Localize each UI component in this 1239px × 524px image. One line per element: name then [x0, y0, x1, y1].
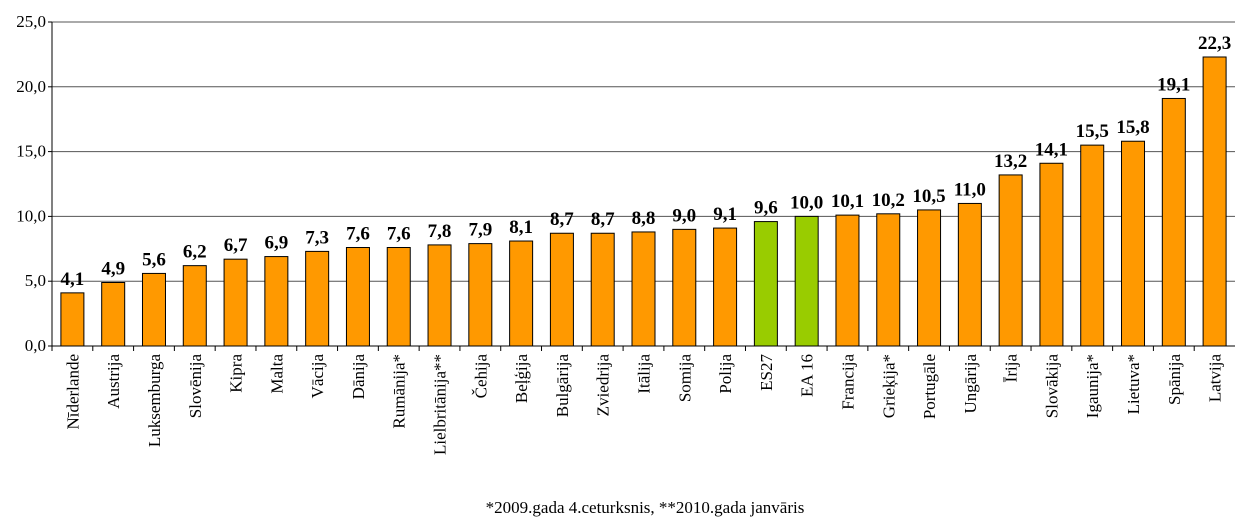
bar — [60, 292, 85, 347]
bar — [590, 232, 615, 347]
value-label: 10,5 — [912, 186, 945, 207]
value-label: 6,2 — [183, 242, 207, 263]
x-tick-label: Somija — [675, 354, 694, 403]
bar — [1121, 140, 1146, 347]
value-label: 8,1 — [509, 217, 533, 238]
value-label: 11,0 — [954, 179, 986, 200]
value-label: 5,6 — [142, 249, 166, 270]
bar — [631, 231, 656, 347]
value-label: 7,8 — [428, 221, 452, 242]
x-tick-label: ES27 — [757, 354, 776, 391]
bar — [672, 228, 697, 347]
x-tick-label: Portugāle — [920, 354, 939, 419]
x-tick-label: Kipra — [227, 354, 246, 393]
x-tick-label: Čehija — [471, 354, 490, 399]
x-tick-label: Slovākija — [1042, 354, 1061, 419]
value-label: 13,2 — [994, 151, 1027, 172]
value-label: 9,6 — [754, 198, 778, 219]
bar — [998, 174, 1023, 347]
value-label: 9,1 — [713, 204, 737, 225]
x-tick-label: Luksemburga — [145, 354, 164, 448]
x-tick-label: Igaunija* — [1083, 354, 1102, 418]
value-label: 10,2 — [872, 190, 905, 211]
x-tick-label: Latvija — [1206, 354, 1225, 403]
bar — [223, 258, 248, 347]
bar — [141, 272, 166, 347]
bar — [835, 214, 860, 347]
bar — [345, 247, 370, 347]
bar — [427, 244, 452, 347]
x-tick-label: Grieķija* — [879, 354, 898, 418]
value-label: 8,8 — [632, 208, 656, 229]
value-label: 6,9 — [264, 233, 288, 254]
value-label: 7,9 — [468, 220, 492, 241]
footnote: *2009.gada 4.ceturksnis, **2010.gada jan… — [486, 498, 805, 517]
x-tick-label: Bulgārija — [553, 354, 572, 418]
x-tick-label: Vācija — [308, 354, 327, 399]
bar — [753, 221, 778, 347]
bar — [549, 232, 574, 347]
value-label: 7,6 — [387, 224, 411, 245]
value-label: 14,1 — [1035, 139, 1068, 160]
value-label: 9,0 — [672, 205, 696, 226]
x-tick-label: Spānija — [1165, 354, 1184, 405]
x-tick-label: Lielbritānija** — [431, 354, 450, 455]
value-label: 6,7 — [224, 235, 248, 256]
value-label: 7,3 — [305, 227, 329, 248]
value-label: 10,0 — [790, 192, 823, 213]
x-tick-label: Slovēnija — [186, 354, 205, 419]
value-label: 19,1 — [1157, 74, 1190, 95]
x-tick-label: Nīderlande — [63, 354, 82, 430]
value-label: 8,7 — [550, 209, 574, 230]
x-tick-label: Rumānija* — [390, 354, 409, 429]
x-tick-label: Beļģija — [512, 354, 531, 404]
x-tick-label: Īrija — [1002, 354, 1021, 383]
bar — [386, 247, 411, 347]
value-label: 22,3 — [1198, 33, 1231, 54]
x-tick-label: Ungārija — [961, 354, 980, 414]
x-tick-label: Lietuva* — [1124, 354, 1143, 414]
y-tick-label: 5,0 — [25, 271, 46, 290]
bar — [917, 209, 942, 347]
value-label: 7,6 — [346, 224, 370, 245]
bar — [957, 202, 982, 347]
bar — [509, 240, 534, 347]
value-label: 4,1 — [61, 269, 85, 290]
bar — [468, 243, 493, 347]
x-tick-label: Austrija — [104, 354, 123, 409]
y-tick-label: 0,0 — [25, 336, 46, 355]
bar — [1202, 56, 1227, 347]
y-tick-label: 15,0 — [16, 142, 46, 161]
bar — [876, 213, 901, 347]
bar — [1161, 97, 1186, 347]
bar — [1039, 162, 1064, 347]
value-label: 15,5 — [1076, 121, 1109, 142]
bar — [182, 265, 207, 347]
x-tick-label: Polija — [716, 354, 735, 394]
value-label: 4,9 — [101, 258, 125, 279]
bar — [713, 227, 738, 347]
x-tick-label: Francija — [838, 354, 857, 410]
y-tick-label: 20,0 — [16, 77, 46, 96]
bar — [264, 256, 289, 347]
bar — [101, 281, 126, 347]
x-tick-label: Itālija — [635, 354, 654, 394]
bar — [794, 215, 819, 347]
y-tick-label: 25,0 — [16, 12, 46, 31]
bar — [305, 250, 330, 347]
y-tick-label: 10,0 — [16, 206, 46, 225]
value-label: 8,7 — [591, 209, 615, 230]
x-tick-label: Malta — [267, 354, 286, 394]
x-tick-label: Zviedrija — [594, 354, 613, 417]
value-label: 15,8 — [1116, 117, 1149, 138]
bar — [1080, 144, 1105, 347]
x-tick-label: Dānija — [349, 354, 368, 400]
value-label: 10,1 — [831, 191, 864, 212]
x-tick-label: EA 16 — [798, 354, 817, 397]
